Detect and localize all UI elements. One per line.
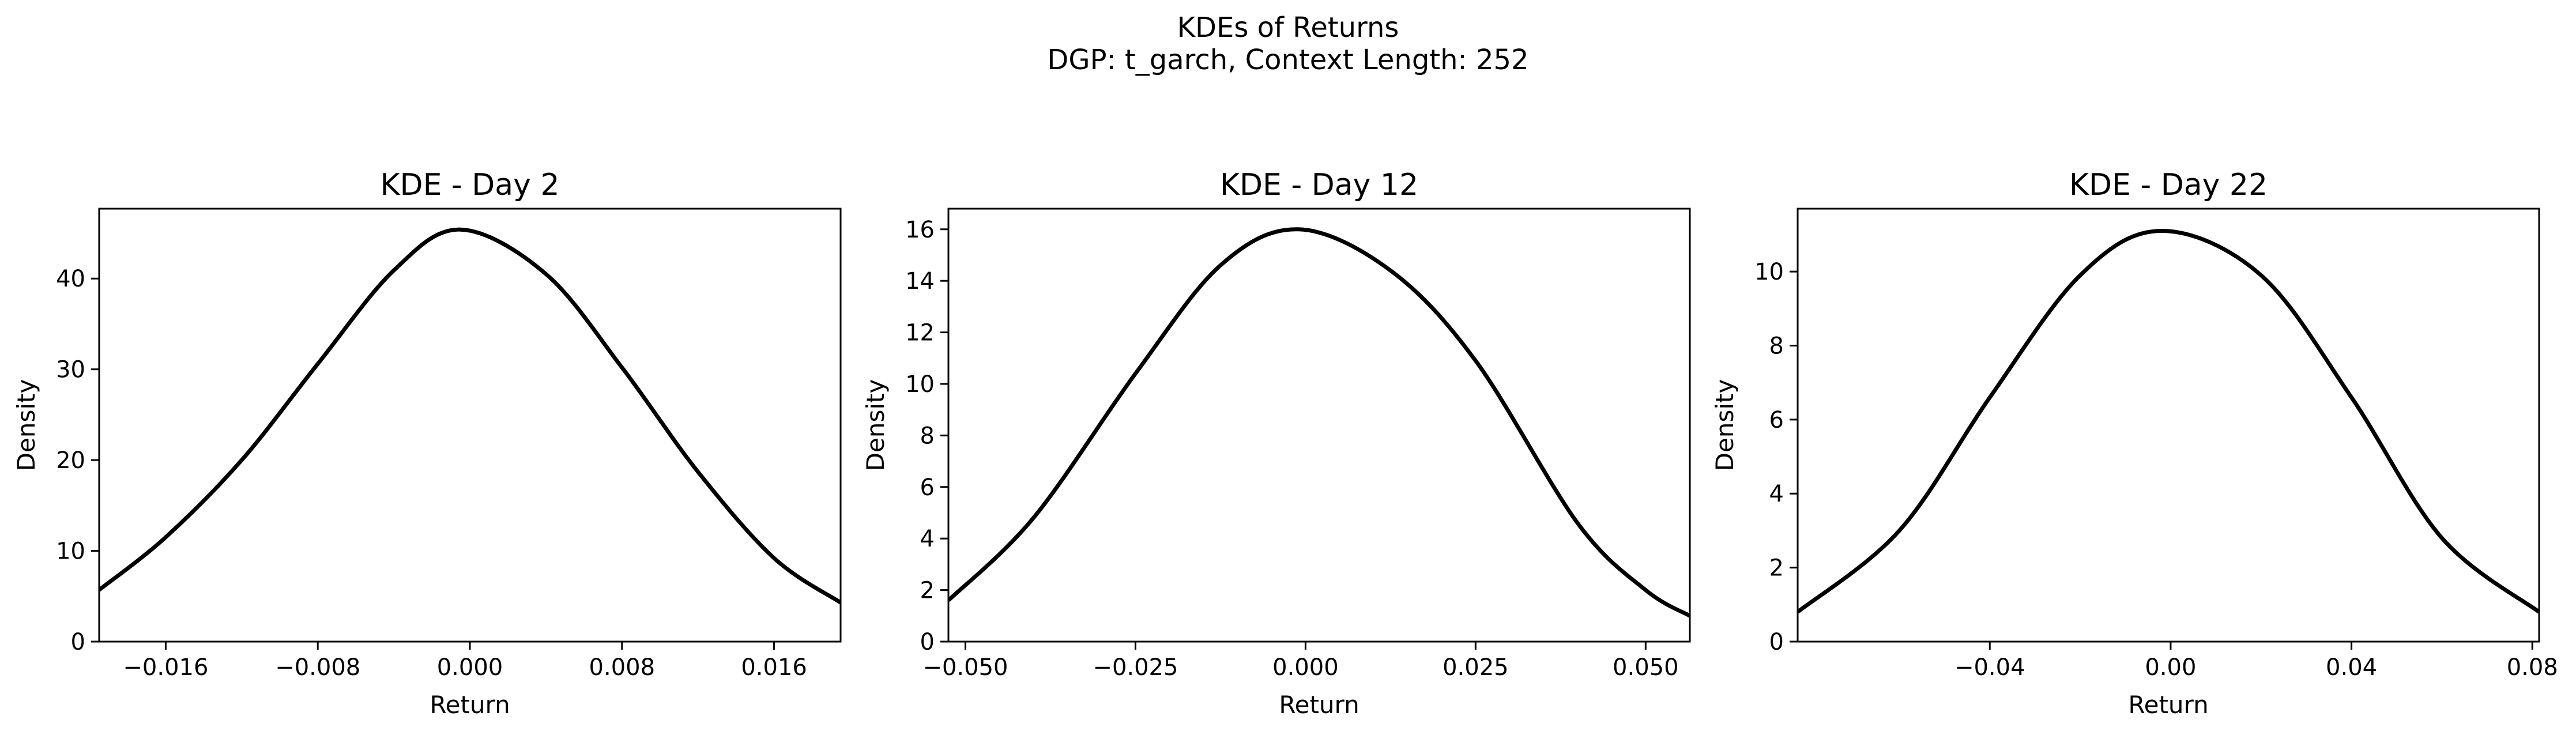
x-tick-label: −0.025 bbox=[1093, 654, 1178, 681]
x-tick-label: −0.016 bbox=[123, 654, 208, 681]
x-axis-label: Return bbox=[430, 691, 510, 719]
panel-title: KDE - Day 2 bbox=[380, 168, 559, 202]
kde-line bbox=[1798, 229, 2539, 614]
y-tick-label: 16 bbox=[905, 217, 935, 243]
x-tick-label: −0.008 bbox=[275, 654, 360, 681]
y-tick-label: 10 bbox=[905, 371, 935, 398]
x-tick-label: 0.050 bbox=[1613, 654, 1679, 681]
kde-line bbox=[948, 227, 1690, 618]
y-tick-label: 40 bbox=[56, 266, 85, 292]
y-tick-label: 8 bbox=[920, 423, 935, 449]
y-tick-label: 10 bbox=[56, 538, 85, 565]
y-tick-label: 8 bbox=[1769, 333, 1784, 359]
x-tick-label: 0.000 bbox=[1272, 654, 1339, 681]
x-tick-label: 0.00 bbox=[2145, 654, 2196, 681]
y-tick-label: 6 bbox=[1769, 407, 1784, 434]
x-axis-label: Return bbox=[2128, 691, 2208, 719]
y-tick-label: 0 bbox=[920, 629, 935, 655]
y-tick-label: 0 bbox=[71, 629, 85, 655]
axes-frame bbox=[1797, 208, 2540, 643]
y-tick-label: 20 bbox=[56, 447, 85, 474]
y-tick-label: 2 bbox=[1769, 555, 1784, 582]
x-tick-label: −0.050 bbox=[922, 654, 1008, 681]
y-axis-label: Density bbox=[12, 379, 40, 472]
y-tick-label: 0 bbox=[1769, 629, 1784, 655]
x-tick-label: 0.025 bbox=[1443, 654, 1509, 681]
y-tick-label: 6 bbox=[920, 474, 935, 501]
y-tick-label: 14 bbox=[905, 268, 935, 295]
kde-panel-day-2: −0.016 −0.008 0.000 0.008 0.016 0 10 20 30 40 KDE … bbox=[12, 168, 842, 719]
y-tick-label: 12 bbox=[905, 320, 935, 346]
x-axis-label: Return bbox=[1279, 691, 1359, 719]
x-tick-label: 0.04 bbox=[2326, 654, 2377, 681]
y-axis-label: Density bbox=[861, 379, 890, 472]
panel-title: KDE - Day 12 bbox=[1220, 168, 1418, 202]
x-tick-label: 0.08 bbox=[2507, 654, 2558, 681]
figure-suptitle-line1: KDEs of Returns bbox=[1177, 12, 1399, 44]
x-tick-label: 0.016 bbox=[741, 654, 807, 681]
x-tick-label: 0.000 bbox=[437, 654, 503, 681]
x-tick-label: 0.008 bbox=[589, 654, 656, 681]
kde-panel-day-22: −0.04 0.00 0.04 0.08 0 2 4 6 8 10 KDE - Day 22 Retu… bbox=[1711, 168, 2558, 719]
kde-panel-day-12: −0.050 −0.025 0.000 0.025 0.050 0 2 4 6 8 10 12 14 16… bbox=[861, 168, 1691, 719]
y-tick-label: 30 bbox=[56, 357, 85, 383]
y-tick-label: 2 bbox=[920, 578, 935, 604]
y-tick-label: 4 bbox=[1769, 481, 1784, 507]
axes-frame bbox=[947, 208, 1691, 643]
panel-title: KDE - Day 22 bbox=[2069, 168, 2268, 202]
kde-line bbox=[99, 227, 841, 605]
y-tick-label: 4 bbox=[920, 526, 935, 552]
figure-suptitle-line2: DGP: t_garch, Context Length: 252 bbox=[1047, 44, 1528, 76]
x-tick-label: −0.04 bbox=[1954, 654, 2025, 681]
y-axis-label: Density bbox=[1711, 379, 1739, 472]
y-tick-label: 10 bbox=[1754, 259, 1784, 285]
